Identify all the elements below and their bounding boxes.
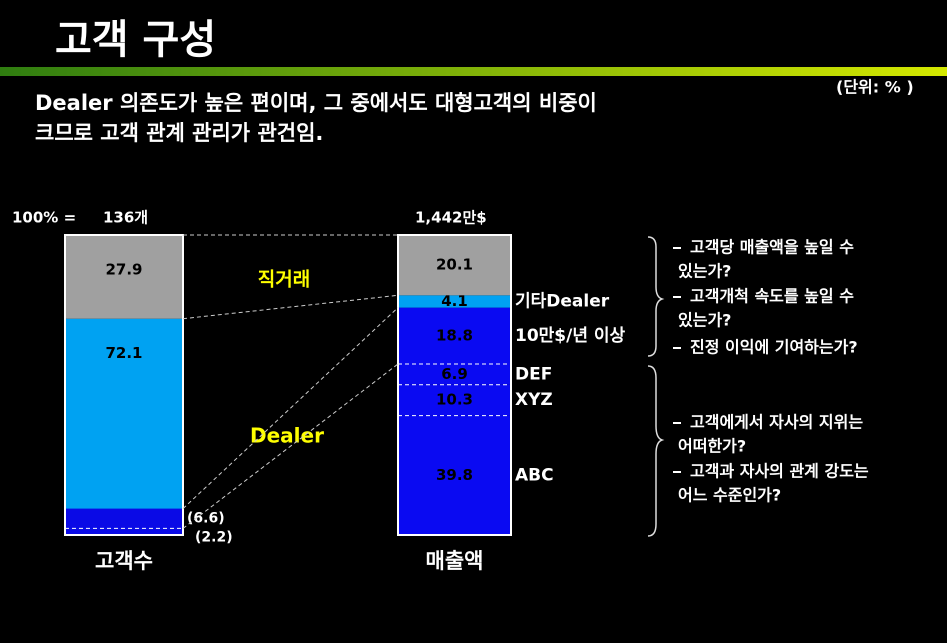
segment-label: 4.1 <box>441 292 468 310</box>
bar-segment <box>398 235 511 296</box>
total-prefix: 100% = <box>12 209 76 227</box>
sub-label: (2.2) <box>195 530 233 546</box>
segment-name: XYZ <box>515 390 553 410</box>
question-text: 있는가? <box>678 262 731 281</box>
segment-name: 기타Dealer <box>515 291 610 311</box>
subtitle-line: 크므로 고객 관계 관리가 관건임. <box>35 121 323 145</box>
sub-segment <box>65 508 183 529</box>
bar-outline <box>64 234 184 536</box>
segment-label: 27.9 <box>105 261 142 279</box>
unit-note: (단위: % ) <box>836 78 914 97</box>
bar-segment <box>398 295 511 308</box>
segment-label: 20.1 <box>436 256 473 274</box>
bar-outline <box>397 234 512 536</box>
question-text: 고객당 매출액을 높일 수 <box>690 238 854 257</box>
bar-segment <box>398 384 511 416</box>
question-text: 진정 이익에 기여하는가? <box>690 338 858 357</box>
annotation: 직거래 <box>258 269 310 291</box>
slide-title: 고객 구성 <box>55 17 216 63</box>
question-text: 어느 수준인가? <box>678 486 781 505</box>
question-text: 고객개척 속도를 높일 수 <box>690 287 854 306</box>
segment-name: 10만$/년 이상 <box>515 326 626 346</box>
category-label: 고객수 <box>95 549 153 573</box>
segment-label: 10.3 <box>436 391 473 409</box>
total-label: 136개 <box>103 209 148 227</box>
question-text: 어떠한가? <box>678 437 746 456</box>
segment-label: 39.8 <box>436 466 473 484</box>
total-label: 1,442만$ <box>415 209 487 227</box>
bar-segment <box>398 415 511 535</box>
segment-label: 6.9 <box>441 365 468 383</box>
annotation: Dealer <box>250 424 324 448</box>
brace <box>647 365 665 537</box>
connector <box>182 363 399 529</box>
bar-segment <box>65 318 183 535</box>
brace <box>647 236 665 357</box>
segment-label: 72.1 <box>105 344 142 362</box>
bar-segment <box>65 235 183 319</box>
segment-name: DEF <box>515 364 552 384</box>
connector <box>182 294 399 320</box>
subtitle-line: Dealer 의존도가 높은 편이며, 그 중에서도 대형고객의 비중이 <box>35 91 597 115</box>
title-rule <box>0 67 947 76</box>
bar-segment <box>398 307 511 364</box>
sub-label: (6.6) <box>187 511 225 527</box>
sub-segment <box>65 528 183 535</box>
connector <box>182 307 399 509</box>
question-text: 고객에게서 자사의 지위는 <box>690 413 863 432</box>
bar-segment <box>398 364 511 385</box>
category-label: 매출액 <box>426 549 484 573</box>
question-text: 있는가? <box>678 311 731 330</box>
segment-name: ABC <box>515 465 554 485</box>
segment-label: 18.8 <box>436 326 473 344</box>
question-text: 고객과 자사의 관계 강도는 <box>690 462 869 481</box>
